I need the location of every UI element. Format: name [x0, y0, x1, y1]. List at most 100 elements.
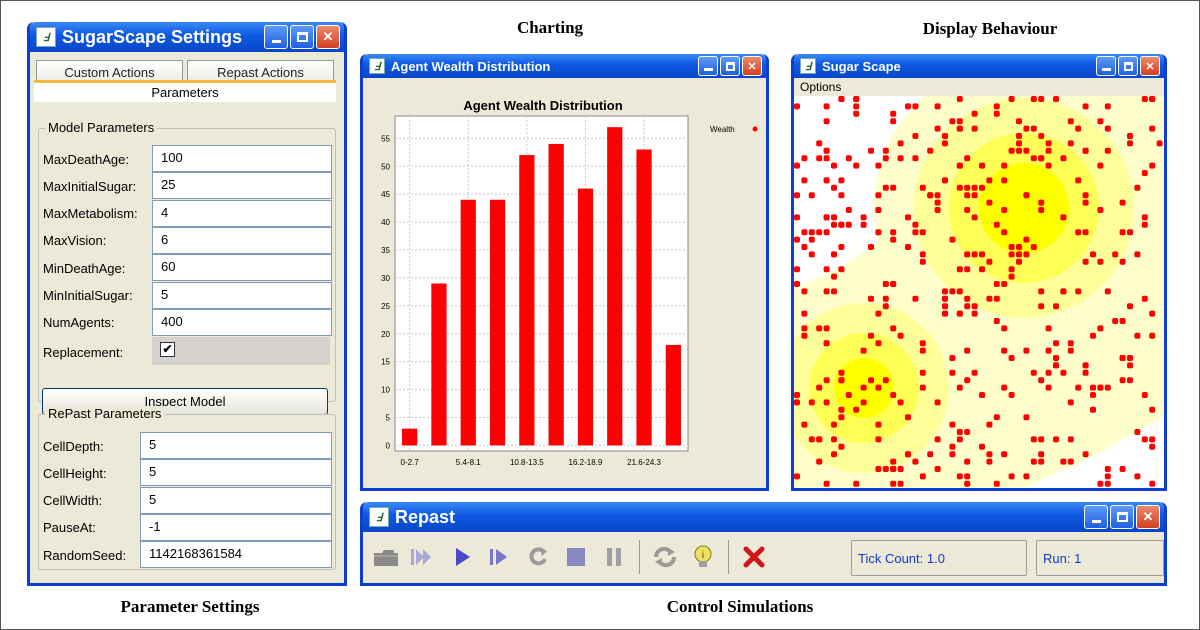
- repast-logo-icon: Ⅎ: [369, 507, 389, 527]
- agent-dot: [905, 244, 911, 250]
- param-value-field[interactable]: 100: [152, 145, 332, 172]
- close-button[interactable]: ✕: [1136, 505, 1160, 529]
- agent-dot: [838, 369, 845, 376]
- agent-dot: [934, 192, 941, 199]
- agent-dot: [801, 155, 808, 162]
- agent-dot: [949, 451, 956, 458]
- model-info-button[interactable]: i: [688, 542, 718, 572]
- agent-dot: [1104, 473, 1111, 480]
- minimize-button[interactable]: [698, 56, 718, 76]
- agent-dot: [964, 458, 971, 465]
- agent-dot: [1001, 451, 1008, 458]
- close-button[interactable]: ✕: [1140, 56, 1160, 76]
- param-value-field[interactable]: 25: [152, 172, 332, 200]
- agent-dot: [1030, 369, 1037, 376]
- step-button[interactable]: [485, 542, 515, 572]
- maximize-button[interactable]: [720, 56, 740, 76]
- load-model-button[interactable]: [371, 542, 401, 572]
- param-row: PauseAt:: [43, 514, 96, 542]
- agent-dot: [897, 480, 904, 487]
- chart-titlebar[interactable]: Ⅎ Agent Wealth Distribution ✕: [363, 54, 766, 78]
- stop-button[interactable]: [561, 542, 591, 572]
- agent-dot: [875, 466, 882, 472]
- tab-repast-actions[interactable]: Repast Actions: [187, 60, 334, 82]
- minimize-button[interactable]: [1084, 505, 1108, 529]
- maximize-button[interactable]: [1118, 56, 1138, 76]
- agent-dot: [1097, 384, 1104, 391]
- y-tick-label: 55: [381, 134, 390, 143]
- agent-dot: [1023, 147, 1030, 154]
- close-button[interactable]: ✕: [316, 25, 340, 49]
- agent-dot: [1008, 266, 1015, 273]
- param-value-field[interactable]: 6: [152, 226, 332, 254]
- scape-window: Ⅎ Sugar Scape ✕ Options: [791, 54, 1167, 491]
- param-value-field[interactable]: 400: [152, 308, 332, 336]
- agent-dot: [801, 229, 808, 236]
- agent-dot: [956, 96, 963, 102]
- run-button[interactable]: [447, 542, 477, 572]
- agent-dot: [897, 155, 904, 162]
- param-value-field[interactable]: -1: [140, 513, 332, 541]
- scape-titlebar[interactable]: Ⅎ Sugar Scape ✕: [794, 54, 1164, 78]
- agent-dot: [1001, 162, 1008, 169]
- agent-dot: [897, 399, 904, 406]
- param-row: MinInitialSugar:: [43, 282, 133, 310]
- agent-dot: [1090, 392, 1096, 398]
- param-value-field[interactable]: 4: [152, 199, 332, 227]
- agent-dot: [1023, 125, 1030, 132]
- setup-button[interactable]: [650, 542, 680, 572]
- close-button[interactable]: ✕: [742, 56, 762, 76]
- param-value-field[interactable]: 60: [152, 254, 332, 282]
- repast-title: Repast: [395, 506, 456, 527]
- agent-dot: [794, 392, 800, 398]
- checkmark-icon: ✔: [162, 342, 173, 356]
- param-label: NumAgents:: [43, 315, 115, 331]
- param-value-field[interactable]: 1142168361584: [140, 541, 332, 569]
- agent-dot: [1075, 177, 1082, 184]
- restart-button[interactable]: [523, 542, 553, 572]
- agent-dot: [927, 147, 934, 154]
- agent-dot: [875, 162, 882, 169]
- agent-dot: [816, 436, 823, 443]
- exit-button[interactable]: [739, 542, 769, 572]
- repast-logo-icon: Ⅎ: [800, 58, 816, 74]
- maximize-button[interactable]: [1110, 505, 1134, 529]
- repast-parameters-label: RePast Parameters: [45, 406, 165, 421]
- tab-custom-actions[interactable]: Custom Actions: [36, 60, 183, 82]
- agent-dot: [860, 399, 867, 406]
- scape-window-title: Sugar Scape: [822, 58, 901, 74]
- agent-dot: [1149, 162, 1156, 169]
- agent-dot: [801, 310, 808, 317]
- repast-titlebar[interactable]: Ⅎ Repast ✕: [363, 502, 1164, 532]
- legend-marker: [752, 126, 758, 132]
- step-multiple-button[interactable]: [409, 542, 439, 572]
- agent-dot: [1127, 140, 1133, 147]
- agent-dot: [816, 384, 823, 391]
- agent-dot: [993, 281, 1000, 287]
- agent-dot: [890, 325, 897, 332]
- agent-dot: [956, 473, 963, 480]
- minimize-button[interactable]: [264, 25, 288, 49]
- param-value-field[interactable]: 5: [140, 459, 332, 487]
- agent-dot: [1127, 362, 1133, 369]
- agent-dot: [919, 384, 926, 391]
- param-row: MaxMetabolism:: [43, 200, 138, 228]
- agent-dot: [912, 458, 919, 465]
- agent-dot: [1060, 369, 1067, 376]
- maximize-button[interactable]: [290, 25, 314, 49]
- param-value-field[interactable]: 5: [140, 486, 332, 514]
- agent-dot: [1060, 155, 1067, 162]
- agent-dot: [1082, 362, 1089, 369]
- agent-dot: [801, 421, 808, 428]
- pause-button[interactable]: [599, 542, 629, 572]
- minimize-button[interactable]: [1096, 56, 1116, 76]
- settings-titlebar[interactable]: Ⅎ SugarScape Settings ✕: [30, 22, 344, 52]
- tab-parameters[interactable]: Parameters: [34, 80, 336, 102]
- param-value-field[interactable]: 5: [152, 281, 332, 309]
- agent-dot: [816, 458, 823, 465]
- agent-dot: [1067, 436, 1074, 443]
- replacement-checkbox[interactable]: ✔: [160, 342, 175, 357]
- agent-dot: [942, 177, 948, 184]
- param-value-field[interactable]: 5: [140, 432, 332, 459]
- options-menu[interactable]: Options: [800, 80, 842, 94]
